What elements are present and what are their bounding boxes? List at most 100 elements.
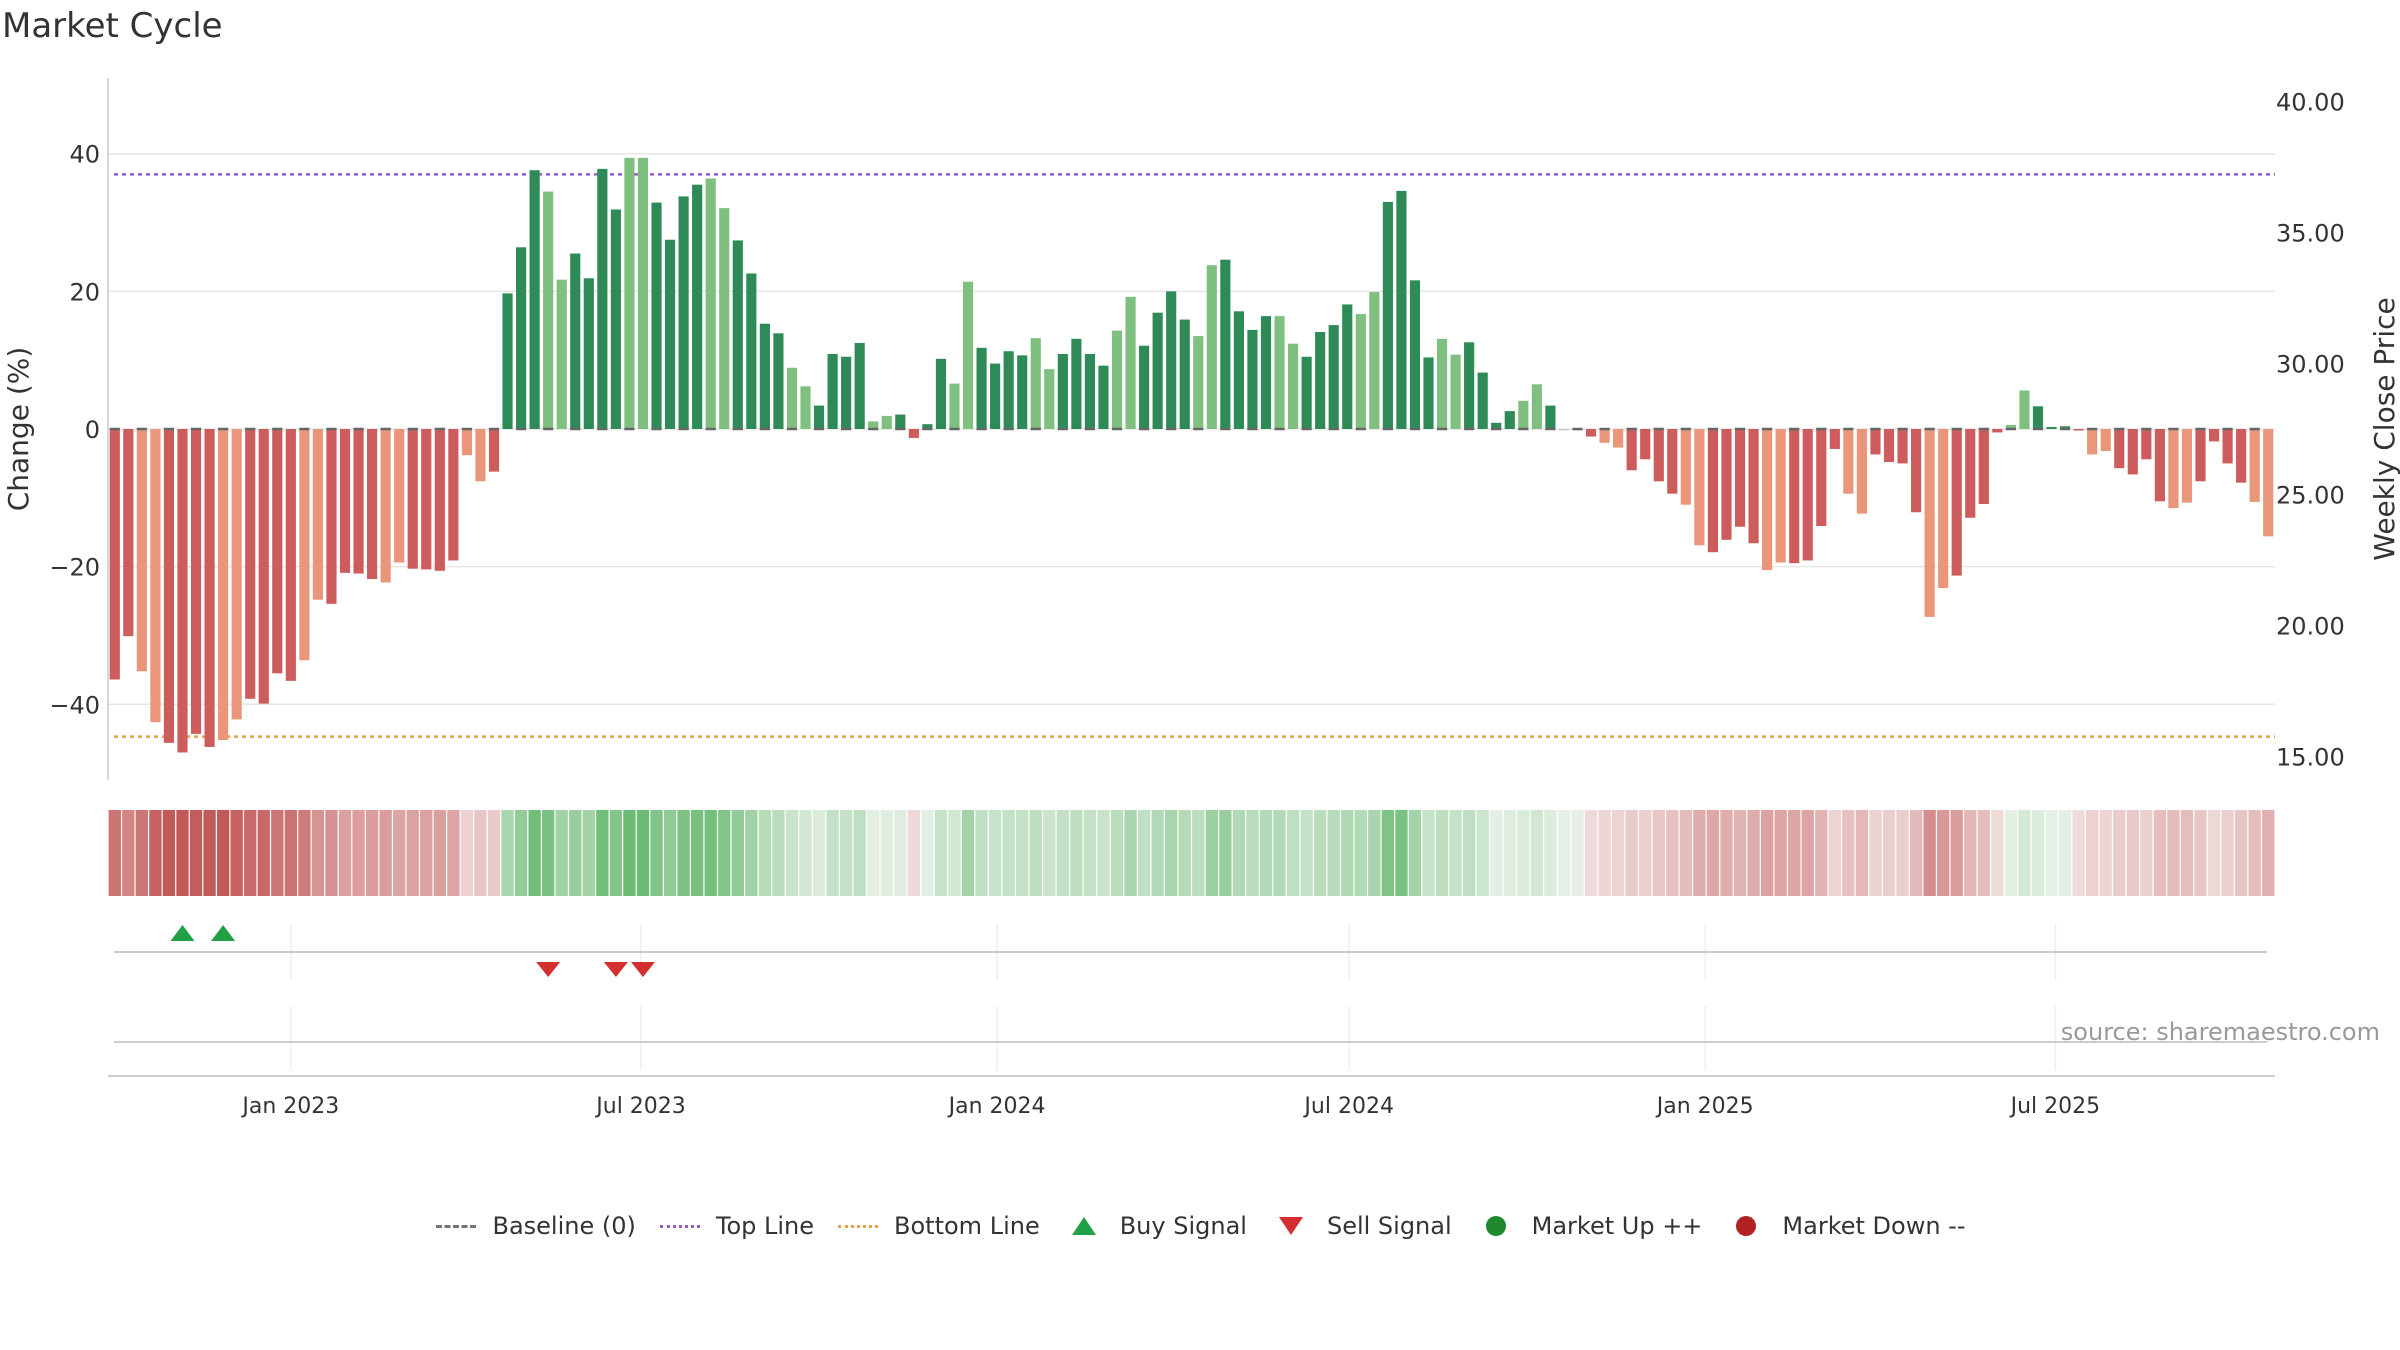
heat-cell (487, 810, 501, 896)
heat-cell (1652, 810, 1665, 896)
heat-cell (1449, 810, 1462, 896)
y-right-tick-label: 40.00 (2276, 89, 2345, 117)
change-bar (935, 358, 947, 429)
change-bar (543, 191, 554, 429)
buy-signal-marker (211, 925, 236, 941)
change-bar (2154, 429, 2165, 502)
legend-item: Market Up ++ (1474, 1212, 1702, 1240)
heat-cell (2045, 810, 2058, 896)
change-bar (1017, 355, 1028, 429)
change-bar (421, 429, 432, 570)
change-bar (1816, 429, 1827, 527)
change-bar (2181, 429, 2193, 503)
change-bar (1328, 325, 1339, 429)
heat-cell (1070, 810, 1083, 896)
heat-cell (1259, 810, 1273, 896)
change-bar (827, 353, 838, 429)
heat-cell (2072, 810, 2085, 896)
heat-cell (1110, 810, 1124, 896)
heat-cell (1408, 810, 1422, 896)
heat-cell (1341, 810, 1354, 896)
change-bar (1220, 259, 1231, 429)
heat-cell (1679, 810, 1693, 896)
change-bar (800, 386, 811, 429)
change-bar (1098, 365, 1109, 429)
change-bar (312, 429, 324, 600)
y-right-tick-label: 35.00 (2276, 220, 2345, 248)
heat-cell (934, 810, 948, 896)
heat-cell (1896, 810, 1909, 896)
heat-cell (1056, 810, 1070, 896)
heat-cell (1733, 810, 1747, 896)
legend-item: Top Line (658, 1212, 814, 1240)
heat-cell (1760, 810, 1774, 896)
heat-cell (352, 810, 365, 896)
heat-cell (650, 810, 663, 896)
heat-cell (244, 810, 257, 896)
change-bar (2114, 429, 2125, 469)
heat-strip (108, 810, 2275, 896)
heat-cell (1016, 810, 1029, 896)
change-bar (2236, 429, 2247, 483)
heat-cell (1557, 810, 1571, 896)
legend-item: Sell Signal (1269, 1212, 1452, 1240)
change-bar (218, 429, 229, 741)
heat-cell (203, 810, 216, 896)
change-bar (1423, 357, 1434, 429)
change-bar (123, 429, 134, 637)
change-bar (1531, 384, 1542, 429)
change-bar (204, 429, 215, 747)
change-bar (1911, 429, 1922, 513)
heat-cell (2221, 810, 2234, 896)
heat-cell (1530, 810, 1544, 896)
change-bar (1680, 429, 1691, 505)
heat-cell (582, 810, 595, 896)
legend: Baseline (0) Top Line Bottom Line Buy Signa… (0, 1206, 2400, 1246)
change-bar (488, 429, 500, 472)
heat-cell (1327, 810, 1340, 896)
legend-symbol-icon (836, 1214, 880, 1238)
heat-cell (1124, 810, 1137, 896)
change-bar (1883, 429, 1895, 463)
chart-title: Market Cycle (2, 6, 223, 46)
heat-cell (1855, 810, 1869, 896)
heat-cell (230, 810, 243, 896)
change-bar (190, 429, 202, 734)
change-bar (1585, 429, 1597, 437)
change-bar (692, 184, 703, 429)
heat-cell (2180, 810, 2194, 896)
change-bar (1775, 429, 1786, 563)
change-bar (1613, 429, 1624, 448)
change-bar (1233, 311, 1244, 429)
change-bar (2073, 429, 2084, 431)
change-bar (1938, 429, 1949, 588)
heat-cell (690, 810, 704, 896)
change-bar (732, 240, 743, 429)
change-bar (637, 157, 649, 429)
heat-cell (758, 810, 772, 896)
change-bar (434, 429, 445, 571)
change-bar (1125, 296, 1136, 429)
change-bar (854, 342, 865, 429)
change-bar (2249, 429, 2260, 502)
heat-cell (528, 810, 541, 896)
heat-cell (1137, 810, 1151, 896)
heat-cell (1083, 810, 1097, 896)
heat-cell (1286, 810, 1300, 896)
signal-panel (114, 924, 2267, 1070)
heat-cell (1584, 810, 1598, 896)
legend-item: Market Down -- (1724, 1212, 1966, 1240)
change-bar (1057, 353, 1068, 429)
change-bar (245, 429, 256, 699)
heat-cell (704, 810, 717, 896)
heat-cell (135, 810, 149, 896)
y-left-axis-label: Change (%) (2, 347, 35, 512)
heat-cell (1991, 810, 2004, 896)
heat-cell (555, 810, 568, 896)
change-bar (1111, 330, 1123, 429)
heat-cell (1232, 810, 1246, 896)
heat-cell (1747, 810, 1760, 896)
change-bar (1626, 429, 1637, 471)
reference-lines (114, 173, 2275, 738)
change-bar (583, 278, 594, 429)
